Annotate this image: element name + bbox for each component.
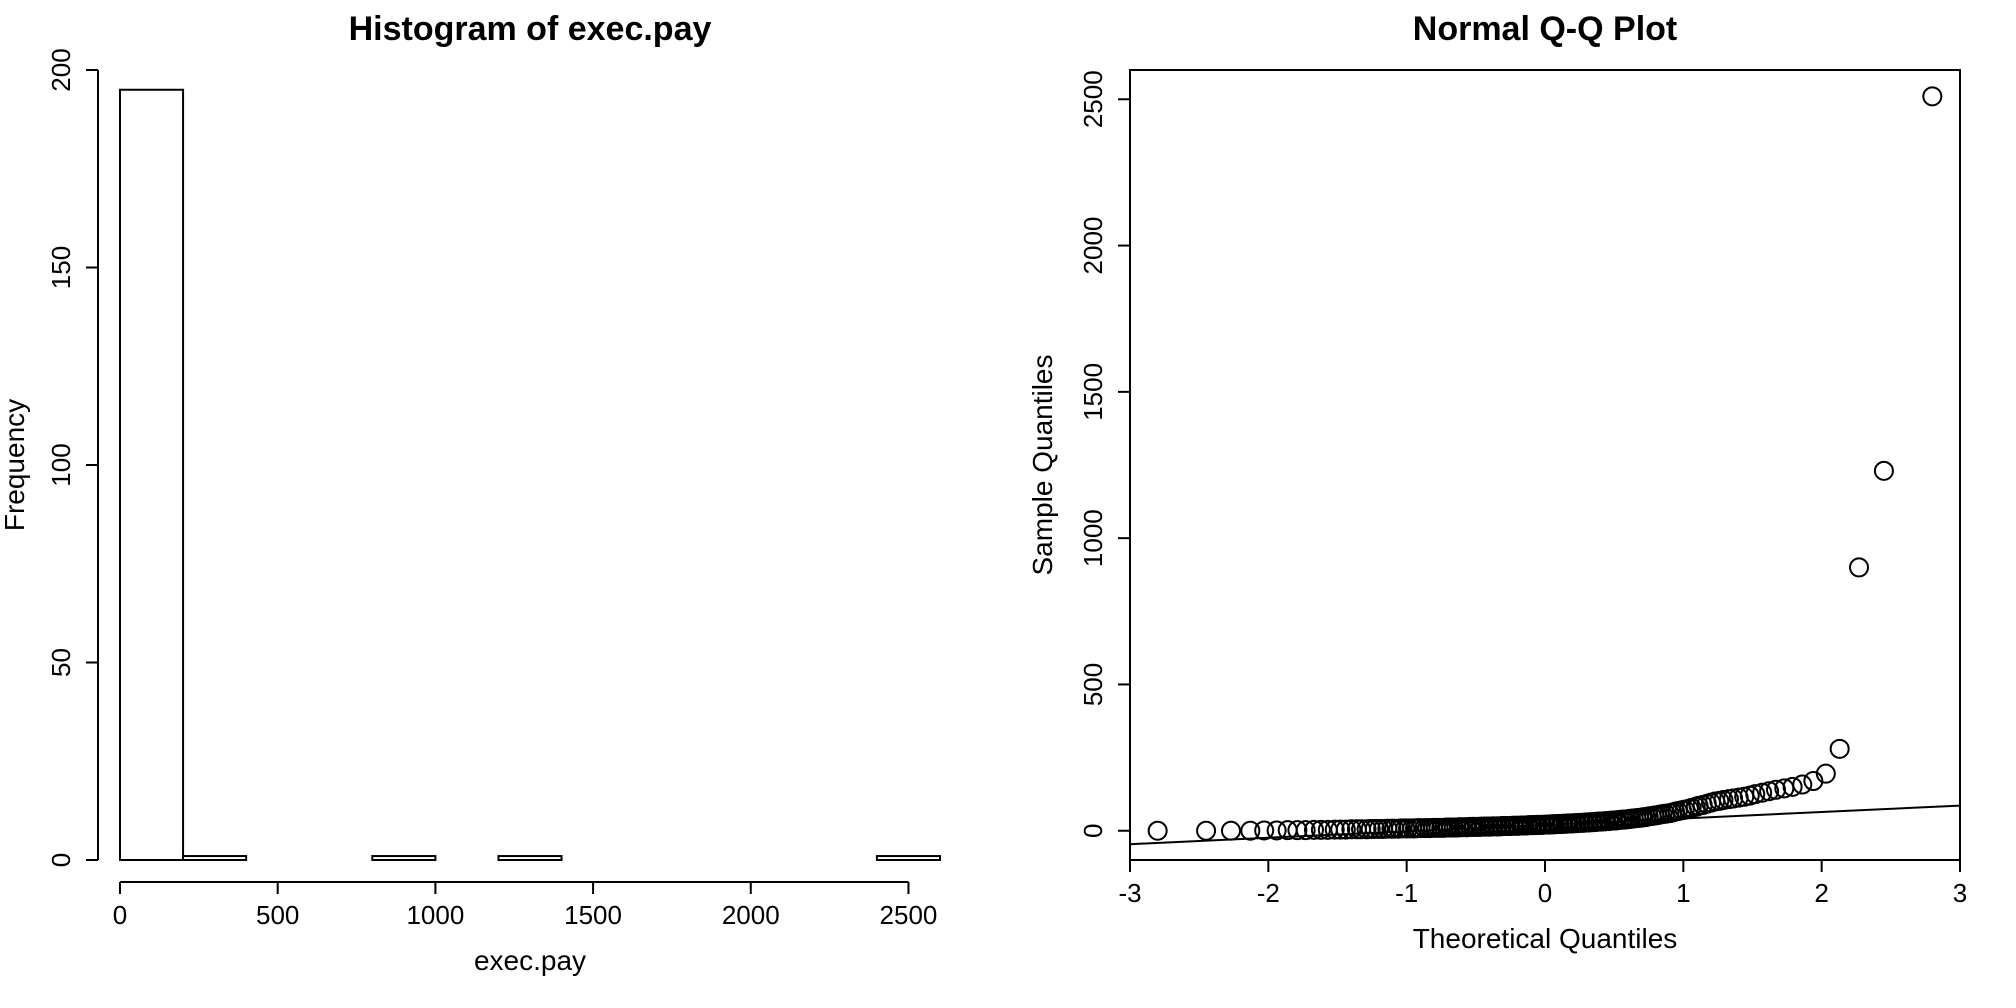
histogram-title-text: Histogram of exec.pay: [349, 10, 712, 48]
qq-point: [1831, 740, 1849, 758]
qq-x-label: Theoretical Quantiles: [1413, 923, 1678, 954]
histogram-bar: [498, 856, 561, 860]
histogram-x-tick-label: 1500: [564, 900, 622, 930]
histogram-chart: Histogram of exec.pay0500100015002000250…: [0, 0, 1008, 1008]
histogram-x-tick-label: 500: [256, 900, 299, 930]
histogram-bar: [877, 856, 940, 860]
qq-title-text: Normal Q-Q Plot: [1413, 10, 1677, 48]
qq-x-tick-label: 1: [1676, 878, 1690, 908]
qq-point: [1850, 558, 1868, 576]
histogram-bar: [183, 856, 246, 860]
histogram-y-tick-label: 50: [46, 648, 76, 677]
qq-x-tick-label: 3: [1953, 878, 1967, 908]
histogram-y-tick-label: 100: [46, 443, 76, 486]
histogram-x-tick-label: 0: [113, 900, 127, 930]
histogram-y-tick-label: 0: [46, 853, 76, 867]
qq-y-tick-label: 2500: [1078, 70, 1108, 128]
qq-y-tick-label: 500: [1078, 663, 1108, 706]
histogram-x-tick-label: 2000: [722, 900, 780, 930]
histogram-y-tick-label: 200: [46, 48, 76, 91]
qq-x-tick-label: -1: [1395, 878, 1418, 908]
qq-point: [1149, 822, 1167, 840]
qq-x-tick-label: 0: [1538, 878, 1552, 908]
qq-y-label: Sample Quantiles: [1027, 354, 1058, 575]
qq-plot-chart: Normal Q-Q Plot -3 -2 -1 0 1 2 3 Theoretical Qua…: [1008, 0, 2016, 1008]
qq-y-tick-label: 1500: [1078, 363, 1108, 421]
qq-point: [1923, 87, 1941, 105]
qq-y-tick-label: 2000: [1078, 217, 1108, 275]
qq-y-tick-label: 0: [1078, 824, 1108, 838]
qq-point: [1222, 822, 1240, 840]
qq-point: [1875, 462, 1893, 480]
histogram-y-tick-label: 150: [46, 246, 76, 289]
qq-x-tick-label: -2: [1257, 878, 1280, 908]
qq-x-tick-label: 2: [1814, 878, 1828, 908]
histogram-x-label: exec.pay: [474, 945, 586, 976]
histogram-bar: [120, 90, 183, 860]
histogram-x-tick-label: 2500: [880, 900, 938, 930]
histogram-x-tick-label: 1000: [406, 900, 464, 930]
histogram-bar: [372, 856, 435, 860]
qq-x-tick-label: -3: [1118, 878, 1141, 908]
histogram-y-label: Frequency: [0, 399, 30, 531]
qq-y-tick-label: 1000: [1078, 509, 1108, 567]
qq-point: [1197, 822, 1215, 840]
